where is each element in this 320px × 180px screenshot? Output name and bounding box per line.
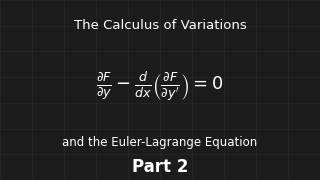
Text: $\frac{\partial F}{\partial y} - \frac{d}{dx}\left(\frac{\partial F}{\partial y': $\frac{\partial F}{\partial y} - \frac{d… — [96, 70, 224, 103]
Text: and the Euler-Lagrange Equation: and the Euler-Lagrange Equation — [62, 136, 258, 149]
Text: Part 2: Part 2 — [132, 158, 188, 176]
Text: The Calculus of Variations: The Calculus of Variations — [74, 19, 246, 32]
